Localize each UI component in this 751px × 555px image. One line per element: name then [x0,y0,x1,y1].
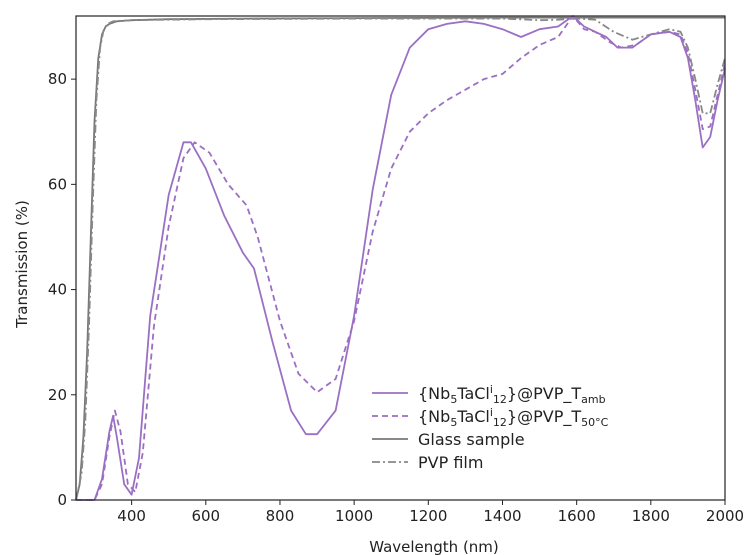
legend-label-part: i [490,383,493,396]
ticks-layer: 400 600 800 1000 1200 1400 1600 1800 2000 0 20 40 60… [48,70,744,525]
legend-label-part: amb [581,393,605,406]
x-tick-label: 800 [266,507,295,525]
series-line-0 [76,15,726,501]
x-tick-label: 600 [191,507,220,525]
y-tick-label: 40 [48,281,67,299]
x-tick-label: 1000 [335,507,373,525]
legend-label-2: Glass sample [418,430,525,449]
legend-label-part: 5 [450,416,457,429]
legend-label-part: 12 [493,393,507,406]
series-line-1 [76,15,726,501]
legend-label-part: TaCl [456,407,490,426]
x-tick-label: 1600 [558,507,596,525]
series-layer [75,15,726,501]
legend-label-part: {Nb [418,384,450,403]
plot-frame [75,15,726,501]
x-axis-title: Wavelength (nm) [369,538,499,555]
y-tick-label: 0 [57,491,67,509]
x-tick-label: 1800 [632,507,670,525]
legend-label-part: TaCl [456,384,490,403]
legend-label-part: i [490,406,493,419]
x-tick-label: 1400 [483,507,521,525]
legend: {Nb5TaCli12}@PVP_Tamb{Nb5TaCli12}@PVP_T5… [372,383,609,472]
legend-label-part: 12 [493,416,507,429]
legend-label-part: 5 [450,393,457,406]
x-tick-label: 1200 [409,507,447,525]
legend-label-part: }@PVP_T [507,384,581,404]
legend-label-part: 50°C [581,416,608,429]
y-tick-label: 60 [48,175,67,193]
x-tick-label: 400 [117,507,146,525]
legend-label-part: {Nb [418,407,450,426]
y-tick-label: 20 [48,386,67,404]
x-axis-title-text: Wavelength (nm) [369,538,499,555]
legend-label-3: PVP film [418,453,483,472]
series-line-2 [75,16,725,501]
y-axis-title: Transmission (%) [13,200,31,329]
legend-label-0: {Nb5TaCli12}@PVP_Tamb [418,383,606,406]
legend-label-1: {Nb5TaCli12}@PVP_T50°C [418,406,609,429]
x-tick-label: 2000 [706,507,744,525]
y-tick-label: 80 [48,70,67,88]
legend-label-part: }@PVP_T [507,407,581,427]
legend-label-part: PVP film [418,453,483,472]
legend-label-part: Glass sample [418,430,525,449]
